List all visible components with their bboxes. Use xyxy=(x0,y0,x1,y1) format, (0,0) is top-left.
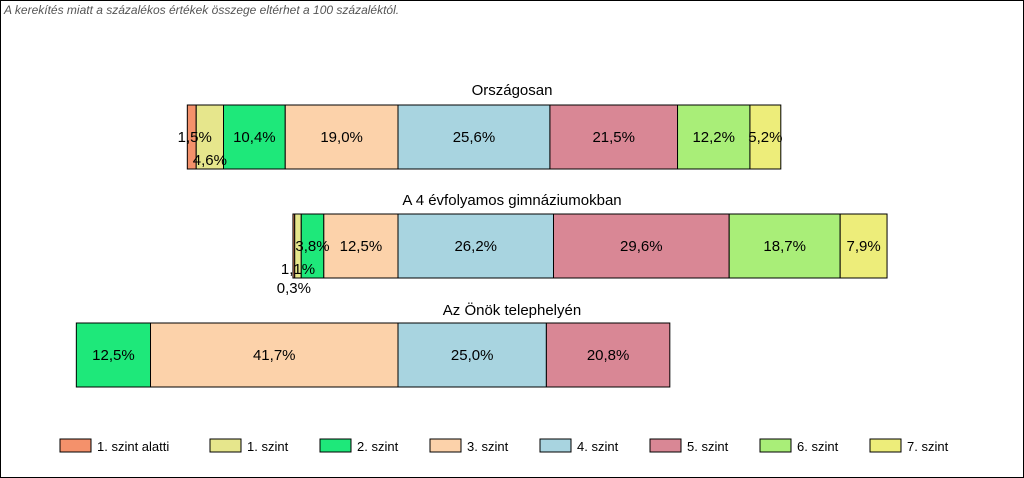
data-label: 5,2% xyxy=(748,129,782,146)
legend-swatch xyxy=(429,438,462,453)
data-label: 12,5% xyxy=(340,238,383,255)
data-label: 1,5% xyxy=(178,129,212,146)
bar-segment xyxy=(284,104,399,170)
bar-segment xyxy=(749,104,782,170)
data-label: 25,6% xyxy=(453,129,496,146)
bar-segment xyxy=(75,322,152,388)
data-label: 21,5% xyxy=(592,129,635,146)
legend-label: 2. szint xyxy=(357,439,399,454)
data-label: 19,0% xyxy=(320,129,363,146)
legend-label: 1. szint xyxy=(247,439,289,454)
legend-label: 6. szint xyxy=(797,439,839,454)
bar-segment xyxy=(839,213,888,279)
rounding-note: A kerekítés miatt a százalékos értékek ö… xyxy=(4,3,400,17)
bar-segment xyxy=(150,322,399,388)
bar-segment xyxy=(549,104,679,170)
group-title: Az Önök telephelyén xyxy=(443,301,581,319)
legend-swatch xyxy=(539,438,572,453)
data-label: 20,8% xyxy=(587,347,630,364)
data-label: 3,8% xyxy=(295,238,329,255)
data-label: 0,3% xyxy=(277,280,311,297)
data-label: 1,1% xyxy=(281,261,315,278)
data-label: 41,7% xyxy=(253,347,296,364)
data-label: 29,6% xyxy=(620,238,663,255)
legend-swatch xyxy=(319,438,352,453)
legend-label: 4. szint xyxy=(577,439,619,454)
bar-segment xyxy=(397,213,554,279)
legend-label: 5. szint xyxy=(687,439,729,454)
data-label: 18,7% xyxy=(763,238,806,255)
legend-swatch xyxy=(869,438,902,453)
bar-segment xyxy=(195,104,225,170)
data-label: 7,9% xyxy=(846,238,880,255)
data-label: 10,4% xyxy=(233,129,276,146)
legend-swatch xyxy=(759,438,792,453)
legend-label: 1. szint alatti xyxy=(97,439,169,454)
group-title: Országosan xyxy=(472,82,553,99)
bar-segment xyxy=(677,104,751,170)
data-label: 25,0% xyxy=(451,347,494,364)
data-label: 4,6% xyxy=(193,152,227,169)
bar-segment xyxy=(552,213,730,279)
bar-segment xyxy=(545,322,671,388)
legend-swatch xyxy=(649,438,682,453)
bar-segment xyxy=(397,322,547,388)
legend-swatch xyxy=(209,438,242,453)
bar-segment xyxy=(728,213,841,279)
data-label: 12,5% xyxy=(92,347,135,364)
group-title: A 4 évfolyamos gimnáziumokban xyxy=(402,192,621,209)
legend-swatch xyxy=(59,438,92,453)
legend-label: 7. szint xyxy=(907,439,949,454)
data-label: 26,2% xyxy=(454,238,497,255)
data-label: 12,2% xyxy=(692,129,735,146)
legend-label: 3. szint xyxy=(467,439,509,454)
bar-segment xyxy=(397,104,551,170)
